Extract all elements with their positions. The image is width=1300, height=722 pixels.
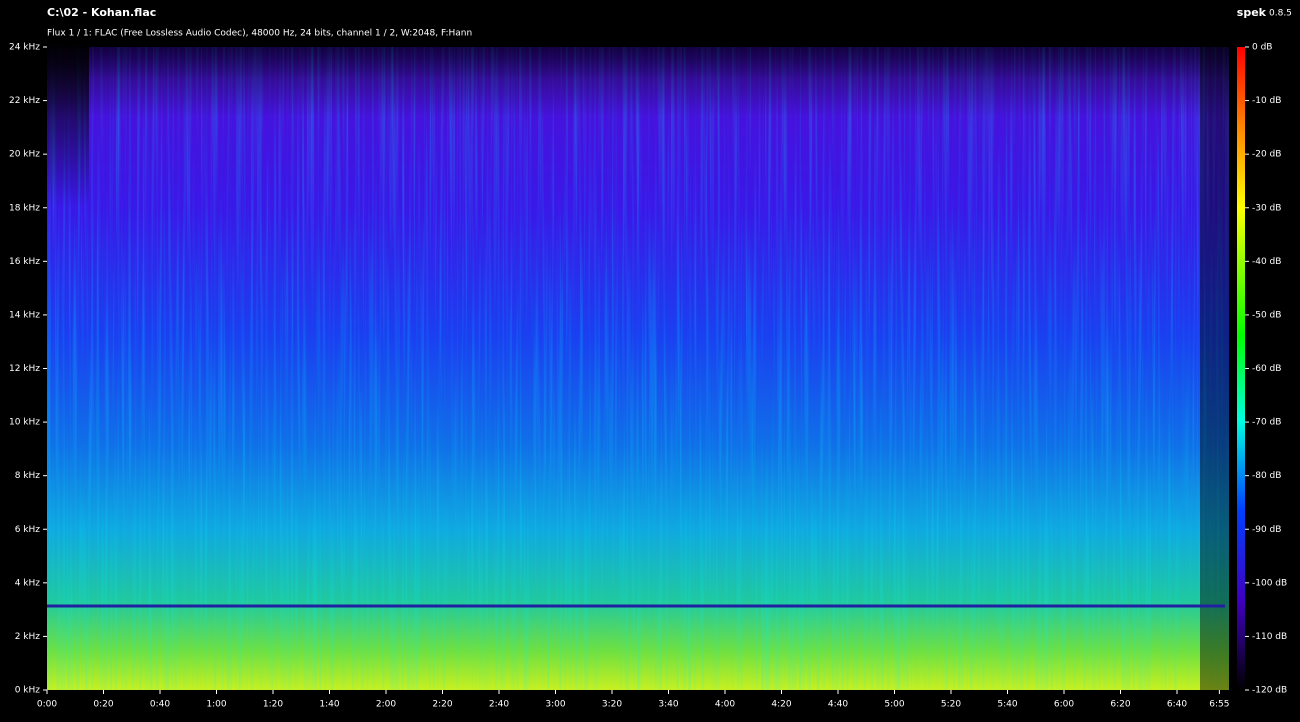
level-tick-label: -50 dB [1252,310,1281,320]
x-tick-label: 3:20 [602,700,622,710]
level-tick-label: -120 dB [1252,686,1287,696]
y-tick-label: 24 kHz [9,43,40,53]
x-tick-label: 1:40 [319,700,339,710]
level-tick-label: -10 dB [1252,96,1281,106]
level-tick-label: -20 dB [1252,150,1281,160]
x-tick-label: 0:00 [37,700,57,710]
x-tick-label: 0:20 [93,700,113,710]
x-tick-label: 3:00 [545,700,565,710]
y-tick-label: 20 kHz [9,150,40,160]
x-tick-label: 5:00 [884,700,904,710]
spectrogram-shade [1200,47,1229,690]
y-tick-label: 14 kHz [9,310,40,320]
app-name: spek [1237,6,1267,19]
y-tick-label: 12 kHz [9,364,40,374]
y-tick-label: 16 kHz [9,257,40,267]
y-tick-label: 18 kHz [9,203,40,213]
x-tick-label: 2:40 [489,700,509,710]
window-title: C:\02 - Kohan.flac [47,6,156,19]
level-tick-label: -110 dB [1252,632,1287,642]
x-tick-label: 6:00 [1054,700,1074,710]
level-tick-label: -100 dB [1252,578,1287,588]
x-tick-label: 4:20 [771,700,791,710]
x-tick-label: 1:00 [206,700,226,710]
spectrogram-shade [47,47,89,207]
level-tick-label: -90 dB [1252,525,1281,535]
y-tick-label: 22 kHz [9,96,40,106]
x-tick-label: 1:20 [263,700,283,710]
x-tick-label: 5:20 [941,700,961,710]
spectrogram-texture [47,47,1229,690]
y-tick-label: 2 kHz [15,632,41,642]
y-tick-label: 4 kHz [15,578,41,588]
x-tick-label: 6:55 [1209,700,1229,710]
level-tick-label: -70 dB [1252,418,1281,428]
y-tick-label: 10 kHz [9,418,40,428]
level-colorbar [1237,47,1245,690]
x-tick-label: 4:40 [828,700,848,710]
x-tick-label: 5:40 [997,700,1017,710]
file-info: Flux 1 / 1: FLAC (Free Lossless Audio Co… [47,29,472,39]
y-tick-label: 6 kHz [15,525,41,535]
level-tick-label: 0 dB [1252,43,1272,53]
x-tick-label: 0:40 [150,700,170,710]
x-tick-label: 3:40 [658,700,678,710]
level-tick-label: -30 dB [1252,203,1281,213]
level-tick-label: -80 dB [1252,471,1281,481]
spectrogram [47,47,1229,690]
x-tick-label: 4:00 [715,700,735,710]
level-tick-label: -60 dB [1252,364,1281,374]
app-version: 0.8.5 [1269,9,1292,19]
x-tick-label: 2:00 [376,700,396,710]
labels: C:\02 - Kohan.flac Flux 1 / 1: FLAC (Fre… [47,6,1292,39]
spectrogram-shade [47,47,1229,117]
x-tick-label: 6:20 [1110,700,1130,710]
x-tick-label: 6:40 [1167,700,1187,710]
y-tick-label: 8 kHz [15,471,41,481]
x-tick-label: 2:20 [432,700,452,710]
level-tick-label: -40 dB [1252,257,1281,267]
y-tick-label: 0 kHz [15,686,41,696]
